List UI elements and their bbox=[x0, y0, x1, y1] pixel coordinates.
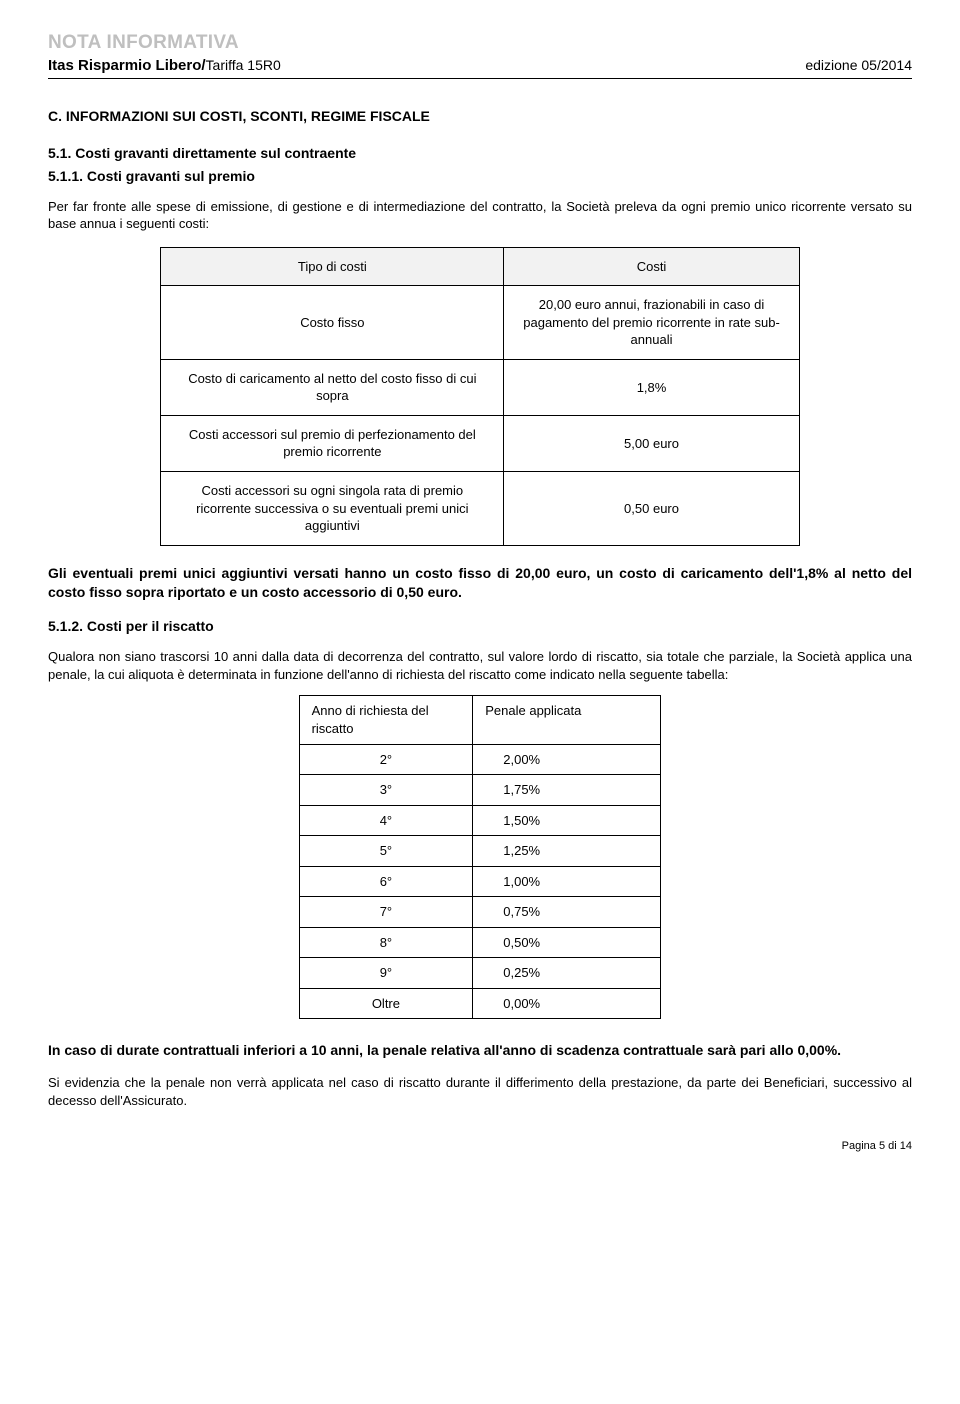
table-row: Oltre0,00% bbox=[299, 988, 661, 1019]
penali-year: Oltre bbox=[299, 988, 473, 1019]
table-header-row: Anno di richiesta del riscatto Penale ap… bbox=[299, 696, 661, 744]
header-row: Itas Risparmio Libero/Tariffa 15R0 edizi… bbox=[48, 56, 912, 79]
cost-desc: Costo di caricamento al netto del costo … bbox=[161, 359, 504, 415]
penali-pct: 0,75% bbox=[473, 897, 661, 928]
penali-pct: 1,75% bbox=[473, 775, 661, 806]
penali-header-year: Anno di richiesta del riscatto bbox=[299, 696, 473, 744]
bold-summary-paragraph: Gli eventuali premi unici aggiuntivi ver… bbox=[48, 564, 912, 602]
penali-year: 4° bbox=[299, 805, 473, 836]
costs-header-value: Costi bbox=[504, 247, 799, 286]
penali-year: 7° bbox=[299, 897, 473, 928]
section-c-heading: C. INFORMAZIONI SUI COSTI, SCONTI, REGIM… bbox=[48, 107, 912, 126]
table-row: Costi accessori sul premio di perfeziona… bbox=[161, 415, 799, 471]
table-row: 2°2,00% bbox=[299, 744, 661, 775]
penali-pct: 0,50% bbox=[473, 927, 661, 958]
penali-header-penalty: Penale applicata bbox=[473, 696, 661, 744]
penali-year: 9° bbox=[299, 958, 473, 989]
penali-year: 2° bbox=[299, 744, 473, 775]
product-line: Itas Risparmio Libero/Tariffa 15R0 bbox=[48, 56, 281, 76]
cost-desc: Costi accessori sul premio di perfeziona… bbox=[161, 415, 504, 471]
heading-5-1-1: 5.1.1. Costi gravanti sul premio bbox=[48, 167, 912, 186]
cost-desc: Costi accessori su ogni singola rata di … bbox=[161, 472, 504, 546]
penali-year: 6° bbox=[299, 866, 473, 897]
cost-val: 20,00 euro annui, frazionabili in caso d… bbox=[504, 286, 799, 360]
penali-pct: 0,25% bbox=[473, 958, 661, 989]
heading-5-1-2: 5.1.2. Costi per il riscatto bbox=[48, 617, 912, 636]
costs-header-type: Tipo di costi bbox=[161, 247, 504, 286]
cost-desc: Costo fisso bbox=[161, 286, 504, 360]
table-header-row: Tipo di costi Costi bbox=[161, 247, 799, 286]
table-row: 5°1,25% bbox=[299, 836, 661, 867]
product-name: Itas Risparmio Libero/ bbox=[48, 57, 206, 74]
costs-table: Tipo di costi Costi Costo fisso 20,00 eu… bbox=[160, 247, 799, 546]
table-row: Costo fisso 20,00 euro annui, frazionabi… bbox=[161, 286, 799, 360]
bold-duration-paragraph: In caso di durate contrattuali inferiori… bbox=[48, 1041, 912, 1060]
intro-paragraph: Per far fronte alle spese di emissione, … bbox=[48, 198, 912, 233]
table-row: Costo di caricamento al netto del costo … bbox=[161, 359, 799, 415]
table-row: 8°0,50% bbox=[299, 927, 661, 958]
penali-year: 5° bbox=[299, 836, 473, 867]
edition: edizione 05/2014 bbox=[805, 56, 912, 75]
penali-pct: 1,50% bbox=[473, 805, 661, 836]
penali-year: 3° bbox=[299, 775, 473, 806]
tariff: Tariffa 15R0 bbox=[206, 57, 281, 73]
table-row: 6°1,00% bbox=[299, 866, 661, 897]
heading-5-1: 5.1. Costi gravanti direttamente sul con… bbox=[48, 144, 912, 163]
final-paragraph: Si evidenzia che la penale non verrà app… bbox=[48, 1074, 912, 1109]
table-row: 4°1,50% bbox=[299, 805, 661, 836]
table-row: 7°0,75% bbox=[299, 897, 661, 928]
cost-val: 1,8% bbox=[504, 359, 799, 415]
penali-pct: 0,00% bbox=[473, 988, 661, 1019]
table-row: 9°0,25% bbox=[299, 958, 661, 989]
page-footer: Pagina 5 di 14 bbox=[48, 1139, 912, 1154]
table-row: Costi accessori su ogni singola rata di … bbox=[161, 472, 799, 546]
penali-pct: 1,25% bbox=[473, 836, 661, 867]
document-title: NOTA INFORMATIVA bbox=[48, 30, 912, 56]
penali-year: 8° bbox=[299, 927, 473, 958]
cost-val: 0,50 euro bbox=[504, 472, 799, 546]
penali-pct: 2,00% bbox=[473, 744, 661, 775]
penali-table: Anno di richiesta del riscatto Penale ap… bbox=[299, 695, 662, 1019]
penali-pct: 1,00% bbox=[473, 866, 661, 897]
cost-val: 5,00 euro bbox=[504, 415, 799, 471]
table-row: 3°1,75% bbox=[299, 775, 661, 806]
riscatto-intro-paragraph: Qualora non siano trascorsi 10 anni dall… bbox=[48, 648, 912, 683]
